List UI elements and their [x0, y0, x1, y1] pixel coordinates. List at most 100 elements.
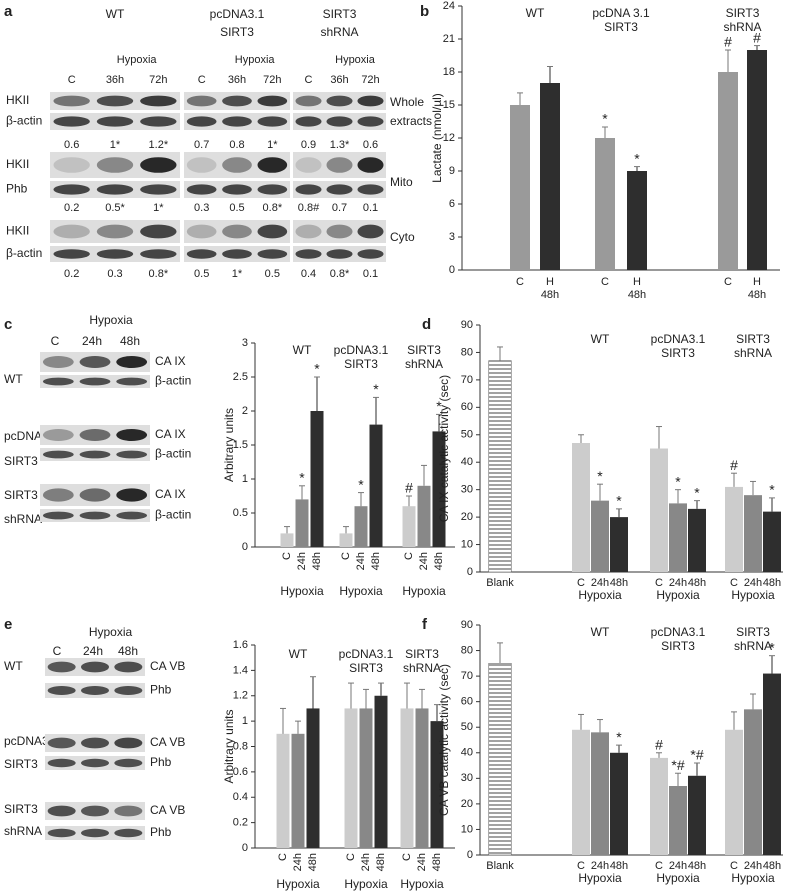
blot-band: [81, 758, 109, 768]
band-label: β-actin: [155, 374, 191, 388]
blot-band: [42, 488, 74, 502]
blot-band: [47, 661, 76, 673]
group-label: Hypoxia: [276, 877, 320, 891]
blot-band: [81, 737, 109, 749]
blot-band: [357, 157, 384, 173]
bar: [763, 511, 781, 572]
blot-band: [357, 224, 384, 239]
x-tick-label: 48h: [688, 860, 706, 872]
band-label: Phb: [150, 755, 172, 769]
y-tick-label: 0.2: [233, 817, 248, 829]
x-tick-label: C: [277, 853, 289, 861]
blot-strip: [50, 220, 180, 243]
y-tick-label: 1: [242, 473, 248, 485]
band-label: HKII: [6, 157, 29, 171]
group-header: SIRT3: [407, 343, 441, 357]
group-header: WT: [526, 6, 545, 20]
bar: [369, 424, 383, 547]
ratio-label: 0.1: [363, 268, 378, 280]
bar: [359, 708, 373, 848]
annotation: *: [602, 111, 608, 127]
blot-band: [42, 377, 74, 386]
ratio-label: 0.9: [301, 139, 316, 151]
group-header: shRNA: [723, 20, 761, 34]
annotation: *: [694, 484, 700, 500]
blot-band: [79, 511, 111, 520]
blot-band: [79, 429, 111, 441]
blot-band: [257, 224, 288, 239]
y-tick-label: 0: [242, 842, 248, 854]
bar: [417, 485, 431, 547]
bar: [627, 171, 647, 270]
ratio-label: 0.6: [363, 139, 378, 151]
blot-band: [114, 828, 143, 838]
blot-band: [81, 661, 109, 673]
group-header: SIRT3: [344, 357, 378, 371]
blot-band: [186, 116, 217, 127]
ratio-label: 0.7: [332, 202, 347, 214]
annotation: *: [675, 473, 681, 489]
blot-band: [186, 249, 217, 259]
x-tick-label: 24h: [744, 577, 762, 589]
blot-band: [257, 116, 288, 127]
lane-label: 36h: [330, 74, 348, 86]
bar: [669, 503, 687, 572]
x-tick-label: C: [577, 860, 585, 872]
band-label: β-actin: [155, 508, 191, 522]
bar: [725, 729, 743, 855]
blot-band: [53, 95, 90, 107]
blot-band: [42, 450, 74, 459]
x-tick-label: 48h: [748, 289, 766, 301]
y-tick-label: 0.8: [233, 740, 248, 752]
blot-band: [357, 249, 384, 259]
x-tick-label: 48h: [307, 853, 319, 871]
y-tick-label: 24: [443, 0, 455, 12]
annotation: *#: [671, 757, 684, 773]
bar: [669, 786, 687, 855]
blot-band: [222, 184, 252, 195]
ratio-label: 0.8*: [330, 268, 350, 280]
bar: [510, 105, 530, 270]
blot-band: [326, 184, 353, 195]
blot-band: [140, 224, 177, 239]
row-label: WT: [4, 659, 23, 673]
hypoxia-label: Hypoxia: [235, 54, 276, 66]
ratio-label: 1*: [232, 268, 243, 280]
blot-band: [295, 184, 322, 195]
blot-band: [326, 157, 353, 173]
blot-band: [96, 95, 134, 107]
y-tick-label: 20: [461, 798, 473, 810]
bar: [402, 506, 416, 547]
bar: [688, 775, 706, 855]
ratio-label: 0.5: [265, 268, 280, 280]
annotation: *#: [690, 747, 703, 763]
blot-band: [53, 249, 90, 259]
x-tick-label: 48h: [431, 853, 443, 871]
blot-band: [222, 249, 252, 259]
blot-band: [42, 511, 74, 520]
panel-label: b: [420, 3, 429, 20]
y-tick-label: 1: [242, 715, 248, 727]
group-header: shRNA: [403, 661, 441, 675]
blot-band: [81, 686, 109, 695]
compartment-label: Mito: [390, 175, 413, 189]
blot-band: [96, 116, 134, 127]
lane-label: 48h: [118, 644, 138, 658]
lane-label: 72h: [263, 74, 281, 86]
lane-label: C: [53, 644, 62, 658]
bar: [591, 500, 609, 572]
blot-band: [295, 95, 322, 107]
blot-band: [295, 224, 322, 239]
bar: [488, 360, 512, 573]
ratio-label: 0.3: [194, 202, 209, 214]
annotation: *: [314, 361, 320, 377]
group-header: SIRT3: [405, 647, 439, 661]
y-axis-label: Arbitrary units: [222, 408, 236, 482]
group-header: SIRT3: [736, 332, 770, 346]
column-header: WT: [106, 7, 125, 21]
bar: [650, 448, 668, 572]
annotation: #: [730, 457, 738, 473]
panel-label: f: [422, 616, 428, 633]
annotation: #: [724, 34, 732, 50]
blot-band: [53, 157, 90, 173]
